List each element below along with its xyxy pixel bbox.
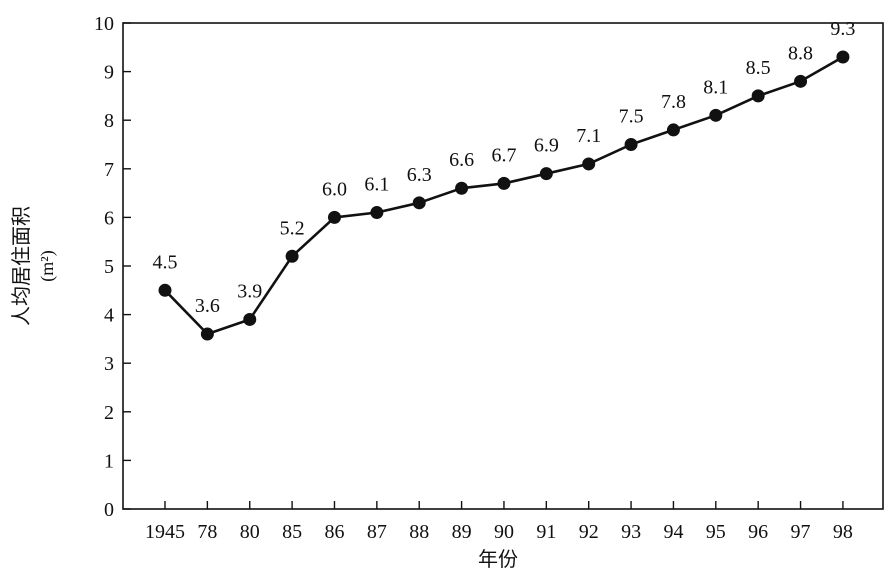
y-axis-unit: (m²) <box>37 250 58 281</box>
y-axis: 0 1 2 3 4 5 6 7 8 9 10 <box>94 13 131 521</box>
x-tick-label: 98 <box>833 521 853 543</box>
data-label: 6.0 <box>322 178 347 200</box>
data-label: 6.3 <box>407 164 432 186</box>
data-label: 3.6 <box>195 295 220 317</box>
x-tick-label: 85 <box>282 521 302 543</box>
data-point <box>285 249 299 263</box>
x-tick-label: 93 <box>621 521 641 543</box>
data-point <box>200 327 214 341</box>
x-tick-label: 87 <box>367 521 387 543</box>
x-tick-label: 89 <box>452 521 472 543</box>
data-point <box>709 108 723 122</box>
x-tick-label: 91 <box>536 521 556 543</box>
y-tick-label: 6 <box>104 207 114 229</box>
y-tick-label: 0 <box>104 499 114 521</box>
data-point <box>158 283 172 297</box>
data-point <box>539 167 553 181</box>
y-tick-label: 1 <box>104 450 114 472</box>
x-tick-label: 97 <box>791 521 811 543</box>
data-label: 8.5 <box>746 57 771 79</box>
data-point <box>455 181 469 195</box>
x-axis: 1945 78 80 85 86 87 88 89 90 91 92 93 94 95 96 97 98 <box>145 501 853 543</box>
x-tick-label: 94 <box>663 521 683 543</box>
data-label: 7.1 <box>576 125 601 147</box>
y-tick-label: 3 <box>104 353 114 375</box>
data-label: 3.9 <box>237 280 262 302</box>
y-tick-label: 4 <box>104 305 114 327</box>
data-label: 4.5 <box>153 251 178 273</box>
y-tick-label: 8 <box>104 110 114 132</box>
data-label: 8.1 <box>703 76 728 98</box>
data-point <box>624 138 638 151</box>
data-label: 6.7 <box>491 144 516 166</box>
data-point <box>751 89 765 103</box>
data-point <box>836 50 850 64</box>
y-tick-label: 2 <box>104 402 114 424</box>
data-point <box>794 74 808 88</box>
x-tick-label: 88 <box>409 521 429 543</box>
data-label: 6.6 <box>449 149 474 171</box>
plot-frame <box>122 22 884 510</box>
data-labels: 4.5 3.6 3.9 5.2 6.0 6.1 6.3 6.6 6.7 6.9 7.1 7.5 7.8 8… <box>153 18 856 317</box>
data-label: 9.3 <box>830 18 855 40</box>
x-axis-title: 年份 <box>478 547 518 571</box>
data-point <box>327 210 341 224</box>
y-tick-label: 5 <box>104 256 114 278</box>
data-point <box>666 123 680 137</box>
series <box>158 50 850 341</box>
x-tick-label: 92 <box>579 521 599 543</box>
data-label: 5.2 <box>280 217 305 239</box>
y-tick-label: 9 <box>104 62 114 84</box>
x-tick-label: 80 <box>240 521 260 543</box>
data-label: 8.8 <box>788 42 813 64</box>
series-line <box>164 55 844 336</box>
x-tick-label: 78 <box>197 521 217 543</box>
x-tick-label: 96 <box>748 521 768 543</box>
data-label: 6.9 <box>534 135 559 157</box>
x-tick-label: 86 <box>324 521 344 543</box>
y-tick-label: 10 <box>94 13 114 35</box>
y-tick-label: 7 <box>104 159 114 181</box>
x-tick-label: 1945 <box>145 521 185 543</box>
x-tick-label: 90 <box>494 521 514 543</box>
y-axis-title: 人均居住面积 <box>9 206 33 326</box>
data-label: 6.1 <box>364 174 389 196</box>
data-point <box>412 196 426 210</box>
x-tick-label: 95 <box>706 521 726 543</box>
data-label: 7.5 <box>619 106 644 128</box>
data-point <box>582 157 596 171</box>
data-label: 7.8 <box>661 91 686 113</box>
data-point <box>497 176 511 190</box>
data-point <box>243 312 257 326</box>
data-point <box>370 206 384 220</box>
